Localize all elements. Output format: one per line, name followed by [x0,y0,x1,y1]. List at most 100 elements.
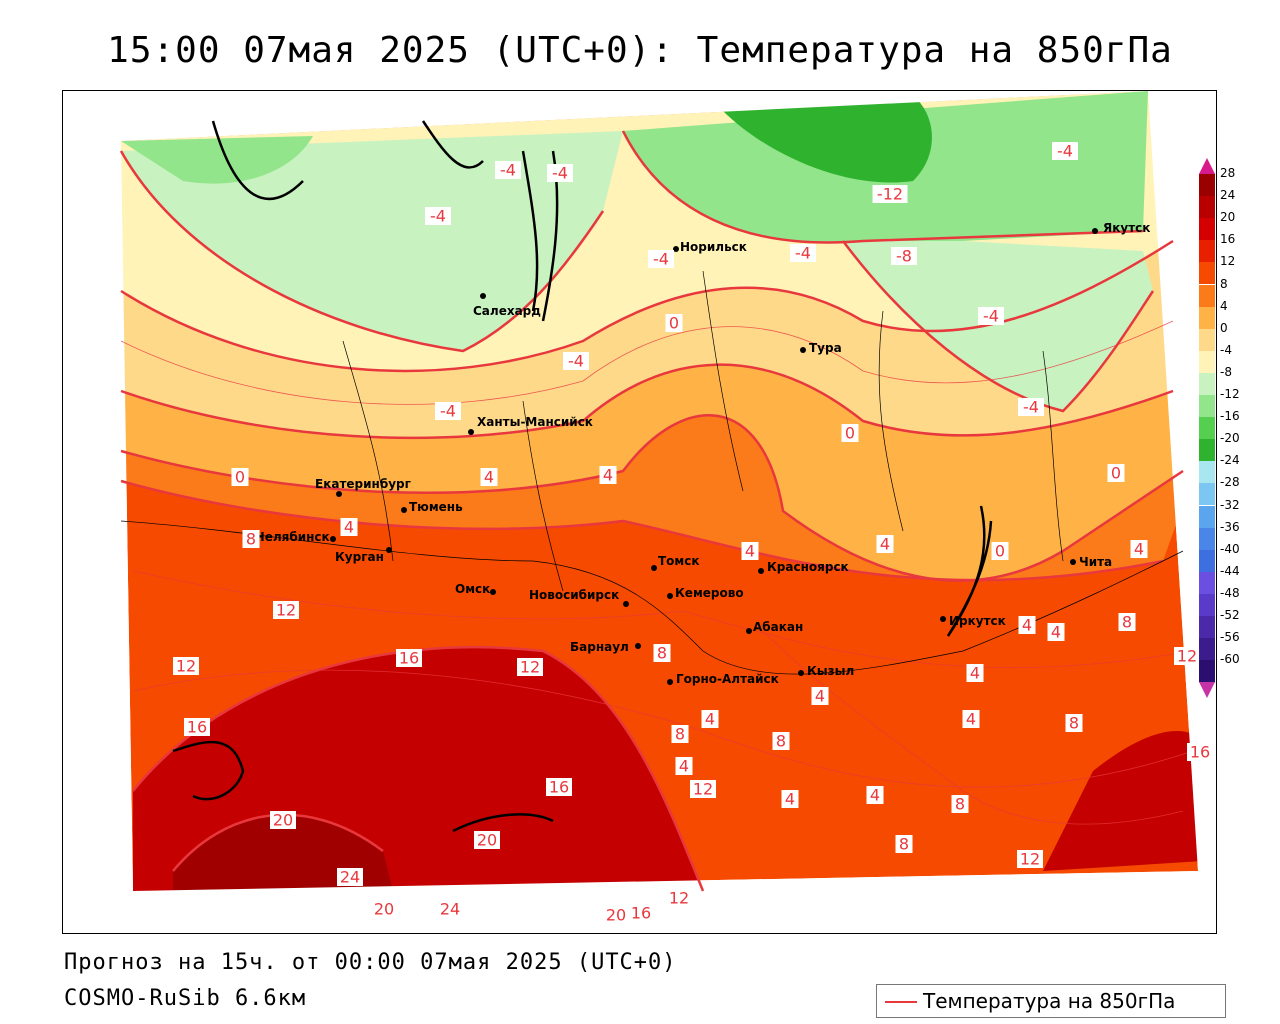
colorbar-label: 8 [1220,276,1228,291]
isotherm-label: 24 [337,868,363,887]
city-label: Курган [335,550,384,564]
city-kyzyl: Кызыл [798,664,854,678]
region-border [522,400,564,592]
isotherm-label: 16 [546,778,572,797]
isotherm-label: 8 [242,530,260,549]
region-border [878,310,904,532]
svg-text:12: 12 [693,780,713,799]
thin-isotherm [120,320,1174,405]
city-label: Норильск [680,240,747,254]
colorbar-label: -56 [1220,630,1240,645]
isotherm-label: 12 [1017,850,1043,869]
svg-text:8: 8 [899,835,909,854]
colorbar-label: 4 [1220,298,1228,313]
region-border [702,270,744,492]
city-label: Челябинск [255,530,330,544]
isotherm-label: 24 [437,900,463,919]
svg-text:16: 16 [187,718,207,737]
model-info: COSMO-RuSib 6.6км [64,986,307,1011]
isotherm-label: 4 [340,518,358,537]
isotherm-label: 4 [701,710,719,729]
city-tomsk: Томск [651,554,700,571]
isotherm-label: -4 [978,307,1004,326]
isotherm-label: 8 [653,644,671,663]
svg-text:4: 4 [970,664,980,683]
svg-text:-12: -12 [877,185,903,204]
isotherm-4 [120,414,1184,582]
svg-text:4: 4 [785,790,795,809]
legend-line-swatch [885,1001,917,1003]
colorbar-swatch [1199,638,1215,661]
city-label: Омск [455,582,490,596]
svg-text:8: 8 [776,732,786,751]
cold-region-minus8 [121,131,623,351]
isotherm-label: 0 [1107,464,1125,483]
page-title: 15:00 07мая 2025 (UTC+0): Температура на… [107,30,1173,71]
colorbar-swatch [1199,372,1215,395]
city-label: Красноярск [767,560,849,574]
colorbar-label: 28 [1220,166,1236,180]
colorbar-label: 16 [1220,232,1236,247]
isotherm-label: 4 [876,535,894,554]
svg-text:4: 4 [1022,616,1032,635]
isotherm-label: -4 [425,207,451,226]
isotherm-label: -4 [563,352,589,371]
colorbar-swatch [1199,593,1215,616]
colorbar-label: -52 [1220,608,1240,622]
isotherm-label: 16 [1187,743,1213,762]
svg-text:16: 16 [399,649,419,668]
colorbar-label: 12 [1220,254,1236,269]
isotherm-label: 4 [966,664,984,683]
isotherm-label: 8 [895,835,913,854]
city-kurgan: Курган [335,547,392,564]
colorbar-swatch [1199,306,1215,329]
colorbar-label: -32 [1220,497,1240,512]
isotherm-label: -4 [495,161,521,180]
svg-text:-4: -4 [430,207,446,226]
isotherm-minus12 [621,130,1144,244]
legend-label: Температура на 850гПа [923,989,1176,1013]
isotherm-label: 0 [991,542,1009,561]
svg-text:8: 8 [955,795,965,814]
city-label: Тура [809,341,842,355]
region-border [120,520,1184,675]
isotherm-label: 4 [480,468,498,487]
city-yekaterinburg: Екатеринбург [315,477,411,497]
hot-region-east [1043,731,1203,871]
coastline-caspian [172,740,245,801]
colorbar-swatch [1199,571,1215,594]
colorbar-label: 24 [1220,188,1236,203]
city-label: Новосибирск [529,588,619,602]
colorbar-label: -44 [1220,563,1240,578]
colorbar-max-arrow [1199,158,1215,174]
colorbar-swatch [1199,284,1215,307]
svg-text:4: 4 [344,518,354,537]
city-label: Кызыл [807,664,854,678]
colorbar-label: 0 [1220,320,1228,335]
svg-text:0: 0 [845,424,855,443]
colorbar-swatch [1199,527,1215,550]
svg-text:8: 8 [1122,613,1132,632]
coastline-balkhash [452,813,554,833]
colorbar-label: -28 [1220,475,1240,490]
svg-text:-4: -4 [552,164,568,183]
region-border [342,340,394,562]
svg-text:20: 20 [477,831,497,850]
isotherm-label: 16 [184,718,210,737]
svg-text:-4: -4 [1023,398,1039,417]
svg-text:4: 4 [966,710,976,729]
colorbar-swatch [1199,218,1215,241]
colorbar-swatch [1199,262,1215,285]
isotherm-label: 20 [474,831,500,850]
svg-text:24: 24 [340,868,360,887]
city-label: Екатеринбург [315,477,411,491]
city-label: Барнаул [570,640,629,654]
city-novosibirsk: Новосибирск [529,588,629,607]
city-irkutsk: Иркутск [940,614,1006,628]
svg-text:0: 0 [1111,464,1121,483]
city-barnaul: Барнаул [570,640,641,654]
colorbar-label: -8 [1220,364,1232,379]
outside-domain [63,91,1148,141]
colorbar-swatch [1199,240,1215,263]
thin-isotherm [762,630,1184,825]
